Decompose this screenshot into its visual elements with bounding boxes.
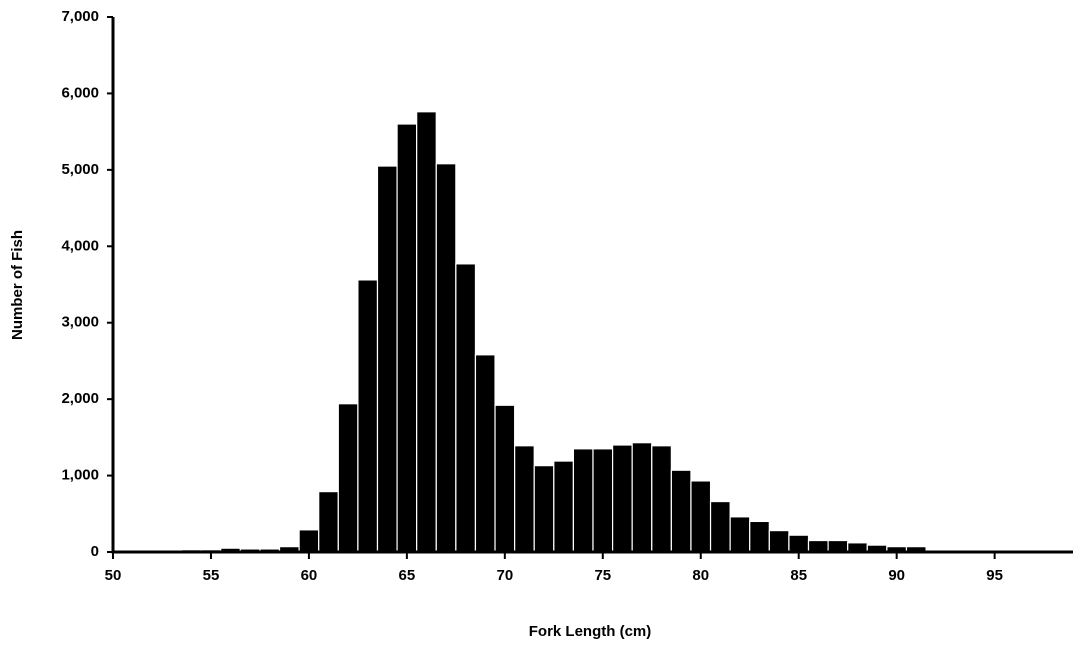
bar <box>768 529 790 553</box>
bar <box>690 480 712 553</box>
bar <box>709 500 731 553</box>
x-axis-title: Fork Length (cm) <box>529 623 652 640</box>
bar <box>729 516 751 553</box>
bar <box>474 354 496 553</box>
x-tick-label: 75 <box>594 567 611 584</box>
bar <box>396 123 418 553</box>
bar <box>592 448 614 553</box>
y-tick-label: 7,000 <box>61 8 99 25</box>
bar <box>298 529 320 553</box>
bar <box>788 534 810 553</box>
x-tick-label: 50 <box>105 567 122 584</box>
bar <box>553 460 575 553</box>
bar <box>435 163 457 553</box>
y-axis-title: Number of Fish <box>9 230 26 340</box>
bar <box>807 539 829 553</box>
bar <box>827 539 849 553</box>
bar <box>357 279 379 553</box>
bar <box>631 442 653 553</box>
bar <box>651 445 672 553</box>
bar <box>416 111 437 553</box>
x-tick-label: 70 <box>496 567 513 584</box>
bar <box>376 165 398 553</box>
x-tick-label: 55 <box>203 567 220 584</box>
y-tick-label: 5,000 <box>61 161 99 178</box>
y-tick-label: 1,000 <box>61 467 99 484</box>
bar <box>533 465 555 553</box>
bar <box>611 444 633 553</box>
x-tick-label: 95 <box>986 567 1003 584</box>
bar <box>572 448 594 553</box>
bar <box>670 469 692 553</box>
y-tick-label: 3,000 <box>61 314 99 331</box>
x-tick-label: 85 <box>790 567 807 584</box>
y-tick-label: 0 <box>91 543 99 560</box>
bar <box>337 403 359 553</box>
bar <box>318 491 339 553</box>
y-tick-label: 4,000 <box>61 237 99 254</box>
bar <box>494 404 516 553</box>
bar <box>514 445 535 553</box>
x-tick-label: 60 <box>301 567 318 584</box>
y-tick-label: 6,000 <box>61 84 99 101</box>
x-tick-label: 90 <box>888 567 905 584</box>
y-tick-label: 2,000 <box>61 390 99 407</box>
x-tick-label: 80 <box>692 567 709 584</box>
bar <box>749 520 770 553</box>
bar <box>455 263 477 553</box>
x-tick-label: 65 <box>399 567 416 584</box>
